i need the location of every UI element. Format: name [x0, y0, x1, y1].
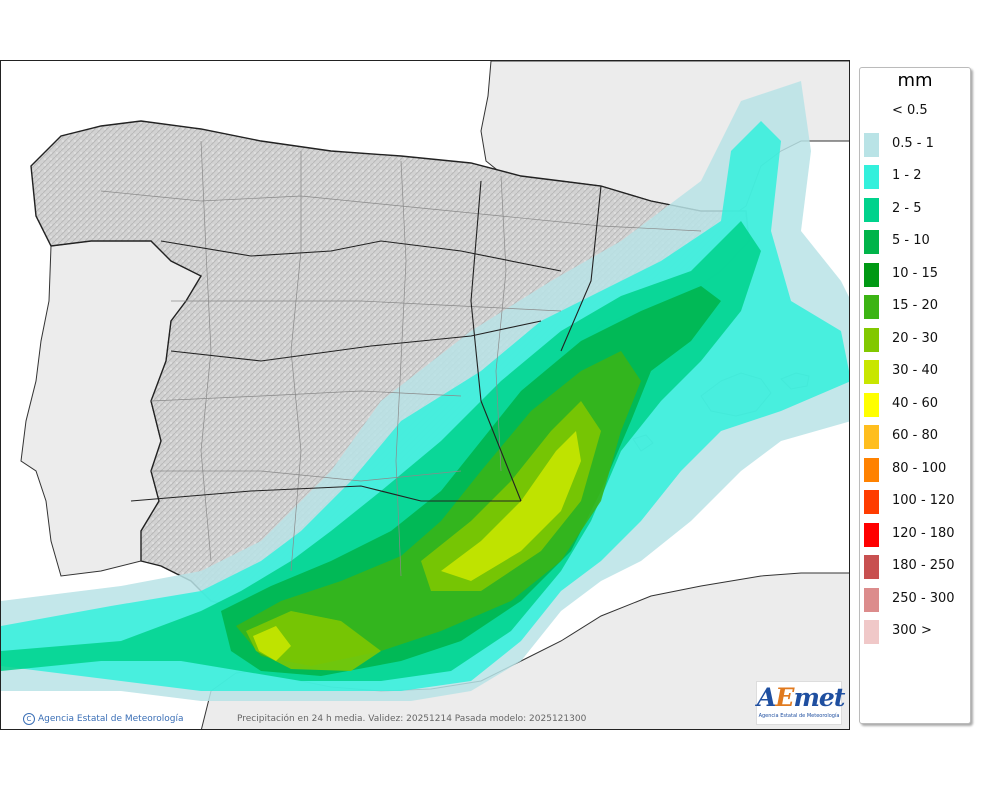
precipitation-legend: mm < 0.5 0.5 - 1 1 - 2 2 - 5 5 - 10 10 - 15 15… — [859, 67, 971, 724]
legend-swatch — [864, 230, 879, 254]
legend-item: 20 - 30 — [864, 325, 968, 352]
legend-label: 100 - 120 — [892, 493, 955, 508]
aemet-logo: AEmet Agencia Estatal de Meteorología — [756, 681, 845, 725]
legend-item: 80 - 100 — [864, 455, 968, 482]
legend-item: 100 - 120 — [864, 487, 968, 514]
precip-0-5-1 — [1, 81, 849, 701]
legend-item: 120 - 180 — [864, 520, 968, 547]
legend-item: 40 - 60 — [864, 390, 968, 417]
legend-label: 20 - 30 — [892, 330, 939, 346]
legend-item: 5 - 10 — [864, 227, 968, 254]
aemet-logo-word: AEmet — [757, 683, 845, 712]
legend-swatch — [864, 327, 879, 352]
legend-item: 15 - 20 — [864, 292, 968, 319]
legend-label: 300 > — [892, 623, 932, 638]
precip-30-40 — [441, 431, 581, 581]
legend-label: 250 - 300 — [892, 590, 955, 606]
legend-label: 30 - 40 — [892, 363, 939, 378]
province-lines — [100, 140, 702, 577]
validity-caption: Precipitación en 24 h media. Validez: 20… — [237, 714, 587, 724]
legend-item: 180 - 250 — [864, 552, 968, 579]
legend-label: < 0.5 — [892, 103, 928, 118]
legend-swatch — [864, 555, 879, 579]
legend-swatch — [864, 587, 879, 612]
legend-item: 250 - 300 — [864, 585, 968, 612]
legend-item: 300 > — [864, 617, 968, 644]
legend-swatch — [864, 620, 879, 644]
precip-20-30-b — [421, 401, 601, 591]
legend-title: mm — [897, 70, 933, 91]
legend-item: 2 - 5 — [864, 195, 968, 222]
legend-label: 40 - 60 — [892, 395, 939, 411]
legend-item: 1 - 2 — [864, 162, 968, 189]
legend-swatch — [864, 165, 879, 189]
legend-swatch — [864, 490, 879, 514]
precip-2-5 — [1, 221, 761, 681]
agency-credit: C Agencia Estatal de Meteorología — [23, 713, 184, 725]
legend-swatch — [864, 522, 879, 547]
legend-label: 5 - 10 — [892, 233, 930, 248]
legend-label: 2 - 5 — [892, 200, 922, 216]
legend-swatch — [864, 457, 879, 482]
precipitation-overlay — [1, 81, 849, 701]
legend-label: 15 - 20 — [892, 298, 939, 313]
copyright-icon: C — [23, 713, 35, 725]
legend-label: 10 - 15 — [892, 265, 939, 281]
legend-label: 60 - 80 — [892, 428, 939, 443]
legend-item: 30 - 40 — [864, 357, 968, 384]
legend-label: 120 - 180 — [892, 525, 955, 541]
legend-swatch — [864, 197, 879, 222]
legend-item: < 0.5 — [864, 97, 968, 124]
legend-swatch — [864, 360, 879, 384]
region-borders — [130, 180, 602, 502]
legend-label: 180 - 250 — [892, 558, 955, 573]
legend-swatch — [864, 295, 879, 319]
aemet-logo-subtitle: Agencia Estatal de Meteorología — [758, 713, 840, 719]
precip-30-40-b — [253, 626, 291, 661]
legend-label: 0.5 - 1 — [892, 135, 934, 151]
legend-swatch — [864, 100, 879, 124]
precip-1-2 — [1, 121, 849, 691]
legend-swatch — [864, 425, 879, 449]
legend-label: 80 - 100 — [892, 460, 947, 476]
legend-label: 1 - 2 — [892, 168, 922, 183]
legend-item: 0.5 - 1 — [864, 130, 968, 157]
legend-item: 10 - 15 — [864, 260, 968, 287]
legend-item: 60 - 80 — [864, 422, 968, 449]
precip-10-15 — [236, 351, 641, 666]
legend-swatch — [864, 132, 879, 157]
legend-swatch — [864, 392, 879, 417]
precipitation-map: C Agencia Estatal de Meteorología Precipi… — [0, 60, 850, 730]
agency-credit-text: Agencia Estatal de Meteorología — [38, 714, 184, 724]
legend-swatch — [864, 262, 879, 287]
